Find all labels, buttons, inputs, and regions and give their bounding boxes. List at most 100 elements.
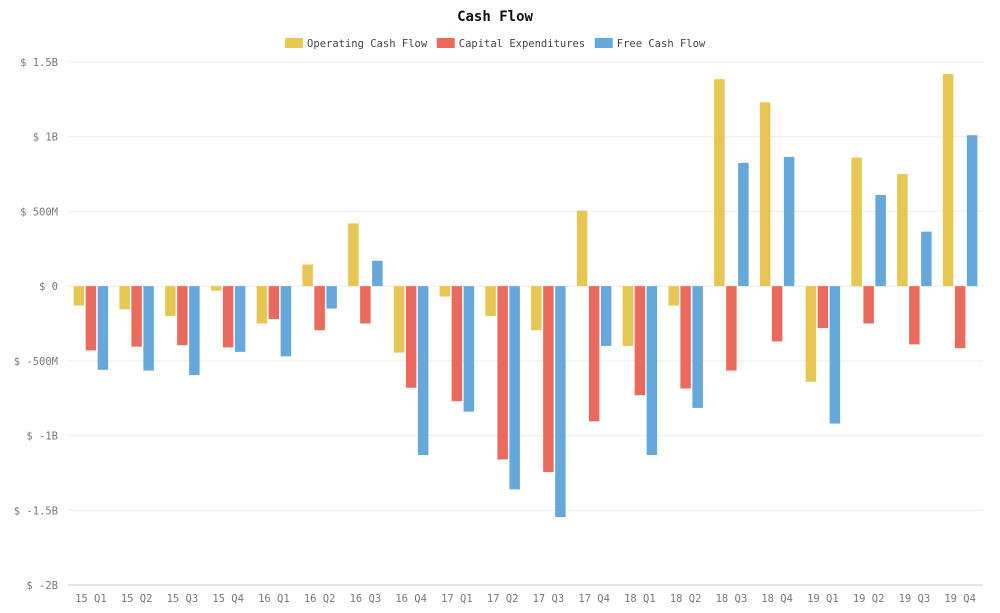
bar-operating-cash-flow[interactable]: [576, 210, 588, 287]
bar-capital-expenditures[interactable]: [817, 286, 829, 328]
x-tick-label: 16 Q2: [304, 593, 336, 605]
bar-operating-cash-flow[interactable]: [210, 286, 222, 291]
bar-operating-cash-flow[interactable]: [851, 157, 862, 287]
chart-title: Cash Flow: [457, 9, 533, 25]
legend-label[interactable]: Operating Cash Flow: [307, 38, 428, 50]
bar-capital-expenditures[interactable]: [771, 286, 783, 342]
bar-operating-cash-flow[interactable]: [393, 286, 405, 353]
bar-operating-cash-flow[interactable]: [348, 223, 359, 287]
bar-operating-cash-flow[interactable]: [256, 286, 268, 324]
bar-capital-expenditures[interactable]: [497, 286, 508, 460]
bar-free-cash-flow[interactable]: [555, 286, 566, 518]
bar-free-cash-flow[interactable]: [463, 286, 475, 412]
x-axis: 15 Q1 15 Q2 15 Q3 15 Q4 16 Q1 16 Q2 16 Q3 16 Q4…: [75, 593, 976, 605]
bar-free-cash-flow[interactable]: [234, 286, 246, 352]
bar-capital-expenditures[interactable]: [85, 286, 97, 351]
bar-free-cash-flow[interactable]: [783, 156, 795, 287]
bar-free-cash-flow[interactable]: [372, 260, 383, 287]
bar-free-cash-flow[interactable]: [646, 286, 658, 455]
y-tick-label: $ 1.5B: [20, 57, 58, 69]
bar-operating-cash-flow[interactable]: [165, 286, 176, 317]
bars: [73, 73, 978, 518]
bar-capital-expenditures[interactable]: [222, 286, 234, 348]
bar-free-cash-flow[interactable]: [509, 286, 520, 490]
y-tick-label: $ -2B: [26, 580, 58, 592]
bar-capital-expenditures[interactable]: [954, 286, 966, 349]
x-tick-label: 16 Q4: [395, 593, 427, 605]
x-tick-label: 18 Q4: [761, 593, 793, 605]
bar-operating-cash-flow[interactable]: [714, 79, 725, 287]
bar-free-cash-flow[interactable]: [600, 286, 612, 346]
x-tick-label: 15 Q1: [75, 593, 107, 605]
y-tick-label: $ 0: [39, 281, 58, 293]
bar-free-cash-flow[interactable]: [326, 286, 337, 309]
legend-swatch: [594, 38, 613, 48]
y-tick-label: $ 1B: [33, 132, 58, 144]
legend-label[interactable]: Capital Expenditures: [459, 38, 585, 50]
bar-free-cash-flow[interactable]: [97, 286, 109, 370]
bar-capital-expenditures[interactable]: [177, 286, 188, 346]
bar-capital-expenditures[interactable]: [360, 286, 371, 324]
bar-free-cash-flow[interactable]: [280, 286, 292, 357]
grid-lines: [68, 61, 983, 586]
bar-capital-expenditures[interactable]: [863, 286, 874, 324]
bar-operating-cash-flow[interactable]: [119, 286, 130, 310]
x-tick-label: 17 Q1: [441, 593, 473, 605]
bar-free-cash-flow[interactable]: [189, 286, 200, 376]
x-tick-label: 19 Q1: [807, 593, 839, 605]
bar-free-cash-flow[interactable]: [829, 286, 841, 424]
x-tick-label: 18 Q1: [624, 593, 656, 605]
legend-swatch: [285, 38, 304, 48]
bar-free-cash-flow[interactable]: [875, 194, 886, 287]
bar-capital-expenditures[interactable]: [634, 286, 646, 396]
x-tick-label: 17 Q2: [487, 593, 519, 605]
y-tick-label: $ -1.5B: [14, 505, 58, 517]
x-tick-label: 16 Q3: [350, 593, 382, 605]
bar-free-cash-flow[interactable]: [417, 286, 429, 455]
bar-operating-cash-flow[interactable]: [485, 286, 496, 317]
legend-label[interactable]: Free Cash Flow: [617, 38, 706, 50]
bar-free-cash-flow[interactable]: [143, 286, 154, 371]
legend: Operating Cash Flow Capital Expenditures F…: [285, 38, 706, 50]
y-tick-label: $ -1B: [26, 431, 58, 443]
legend-swatch: [436, 38, 455, 48]
bar-operating-cash-flow[interactable]: [805, 286, 817, 382]
bar-operating-cash-flow[interactable]: [897, 174, 908, 287]
bar-operating-cash-flow[interactable]: [439, 286, 451, 297]
bar-operating-cash-flow[interactable]: [73, 286, 85, 306]
bar-operating-cash-flow[interactable]: [759, 102, 771, 287]
y-axis: $ 1.5B $ 1B $ 500M $ 0 $ -500M $ -1B $ -1.5B $ …: [14, 57, 58, 592]
bar-operating-cash-flow[interactable]: [622, 286, 634, 346]
bar-capital-expenditures[interactable]: [405, 286, 417, 388]
bar-capital-expenditures[interactable]: [680, 286, 691, 389]
bar-free-cash-flow[interactable]: [738, 162, 749, 287]
y-tick-label: $ -500M: [14, 356, 58, 368]
bar-free-cash-flow[interactable]: [966, 135, 978, 287]
x-tick-label: 15 Q2: [121, 593, 153, 605]
x-tick-label: 17 Q3: [533, 593, 565, 605]
bar-capital-expenditures[interactable]: [543, 286, 554, 473]
x-tick-label: 19 Q3: [899, 593, 931, 605]
x-tick-label: 19 Q4: [944, 593, 976, 605]
y-tick-label: $ 500M: [20, 206, 58, 218]
bar-capital-expenditures[interactable]: [726, 286, 737, 371]
bar-capital-expenditures[interactable]: [314, 286, 325, 331]
bar-operating-cash-flow[interactable]: [668, 286, 679, 306]
x-tick-label: 15 Q4: [212, 593, 244, 605]
bar-operating-cash-flow[interactable]: [942, 73, 954, 287]
x-tick-label: 16 Q1: [258, 593, 290, 605]
bar-operating-cash-flow[interactable]: [302, 264, 313, 287]
bar-capital-expenditures[interactable]: [451, 286, 463, 402]
bar-free-cash-flow[interactable]: [692, 286, 703, 408]
bar-capital-expenditures[interactable]: [268, 286, 280, 320]
bar-capital-expenditures[interactable]: [588, 286, 600, 422]
x-tick-label: 15 Q3: [167, 593, 199, 605]
bar-operating-cash-flow[interactable]: [531, 286, 542, 331]
bar-capital-expenditures[interactable]: [909, 286, 920, 345]
bar-free-cash-flow[interactable]: [921, 231, 932, 287]
bar-capital-expenditures[interactable]: [131, 286, 142, 347]
x-tick-label: 18 Q2: [670, 593, 702, 605]
x-tick-label: 17 Q4: [578, 593, 610, 605]
